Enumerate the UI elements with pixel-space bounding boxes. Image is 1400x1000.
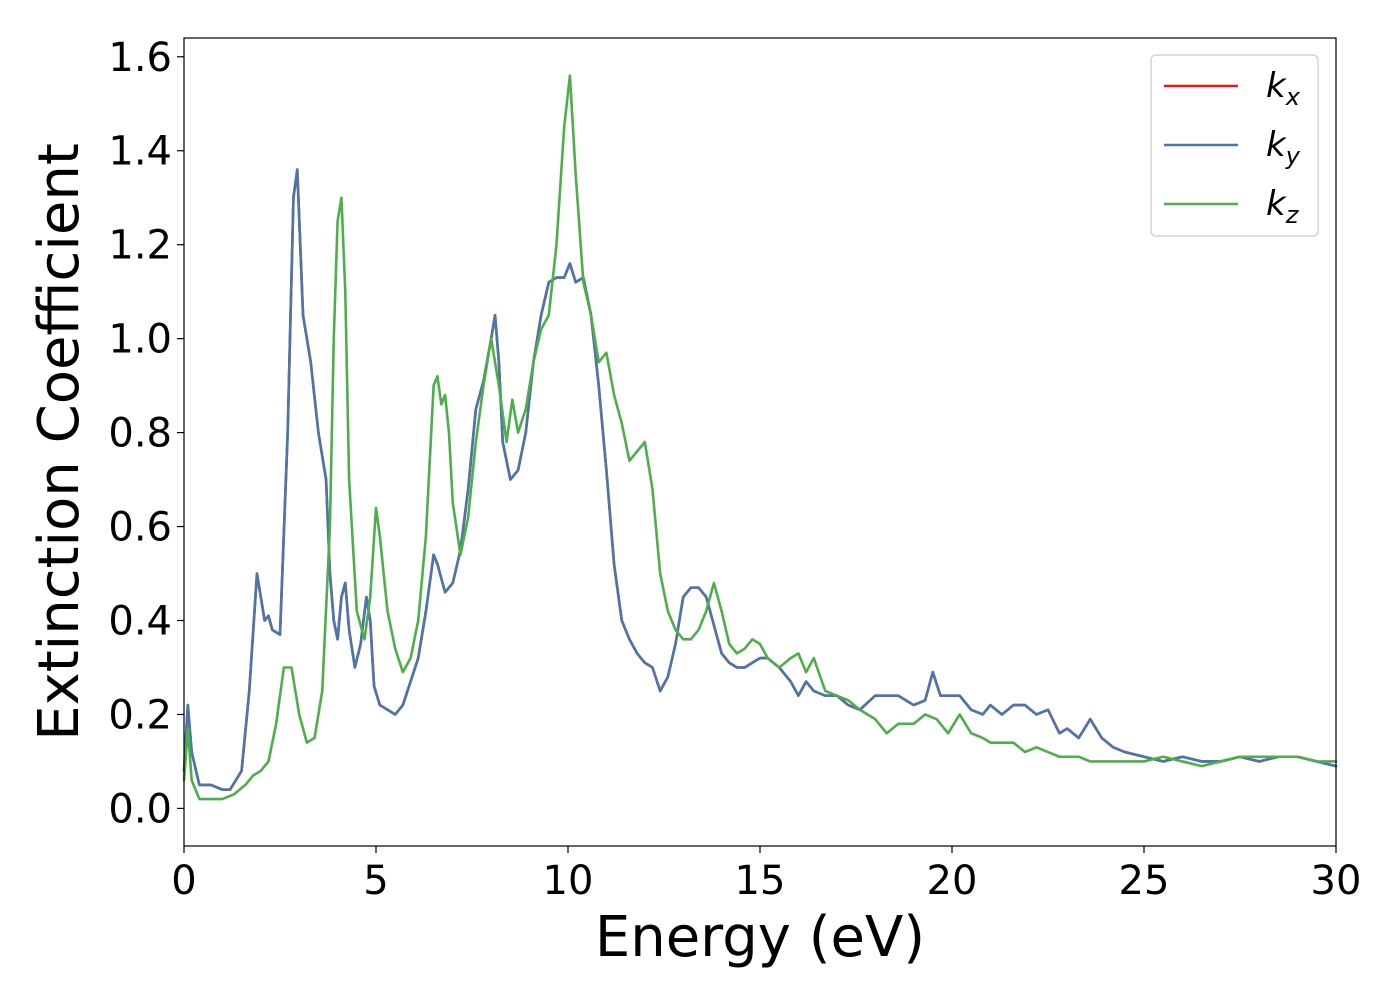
y-tick-label: 1.4 <box>108 129 172 175</box>
y-tick-label: 0.0 <box>108 786 172 832</box>
y-axis: 0.0 0.2 0.4 0.6 0.8 1.0 1.2 1.4 1.6 <box>108 35 184 832</box>
legend-label-ky: ky <box>1266 125 1301 170</box>
x-axis: 0 5 10 15 20 25 30 <box>171 846 1361 904</box>
x-tick-label: 0 <box>171 858 196 904</box>
x-tick-label: 15 <box>735 858 786 904</box>
x-tick-label: 5 <box>363 858 388 904</box>
y-tick-label: 0.4 <box>108 599 172 645</box>
y-axis-label: Extinction Coefficient <box>27 143 92 741</box>
legend-label-kz: kz <box>1266 184 1300 229</box>
x-axis-label: Energy (eV) <box>595 905 925 970</box>
x-tick-label: 20 <box>927 858 978 904</box>
y-tick-label: 0.2 <box>108 692 172 738</box>
series-layer <box>182 74 1338 801</box>
series-line-kz <box>182 74 1338 801</box>
y-tick-label: 1.0 <box>108 317 172 363</box>
legend-label-kx: kx <box>1266 66 1301 111</box>
x-tick-label: 25 <box>1119 858 1170 904</box>
x-tick-label: 10 <box>543 858 594 904</box>
y-tick-label: 0.6 <box>108 505 172 551</box>
y-tick-label: 1.2 <box>108 223 172 269</box>
x-tick-label: 30 <box>1311 858 1362 904</box>
y-tick-label: 0.8 <box>108 411 172 457</box>
legend: kx ky kz <box>1150 54 1319 237</box>
y-tick-label: 1.6 <box>108 35 172 81</box>
